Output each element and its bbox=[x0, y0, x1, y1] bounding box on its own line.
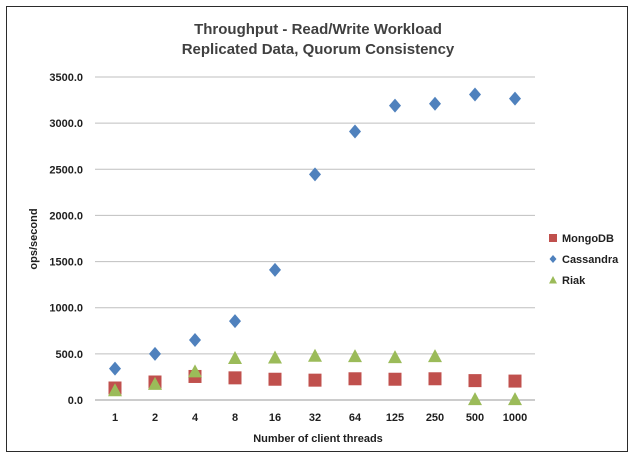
x-axis: 1 2 4 8 16 32 64 125 250 500 1000 bbox=[112, 412, 527, 424]
chart-title: Throughput - Read/Write Workload Replica… bbox=[182, 21, 455, 58]
cassandra-point bbox=[309, 167, 321, 182]
y-tick-label: 1500.0 bbox=[49, 257, 83, 269]
riak-point bbox=[228, 351, 242, 365]
riak-point bbox=[308, 348, 322, 362]
riak-point bbox=[348, 349, 362, 363]
x-tick-label: 125 bbox=[386, 412, 404, 424]
riak-point bbox=[268, 350, 282, 364]
mongodb-point bbox=[388, 372, 402, 386]
x-tick-label: 500 bbox=[466, 412, 484, 424]
legend-label-riak: Riak bbox=[562, 275, 586, 287]
mongodb-point bbox=[348, 372, 362, 386]
x-tick-label: 8 bbox=[232, 412, 238, 424]
cassandra-point bbox=[269, 262, 281, 277]
y-axis: 0.0 500.0 1000.0 1500.0 2000.0 2500.0 3000.0 35… bbox=[49, 72, 83, 407]
riak-point bbox=[188, 364, 202, 378]
mongodb-point bbox=[308, 373, 322, 387]
y-tick-label: 3000.0 bbox=[49, 118, 83, 130]
cassandra-point bbox=[229, 314, 241, 329]
y-tick-label: 0.0 bbox=[68, 395, 83, 407]
riak-point bbox=[428, 349, 442, 363]
x-tick-label: 32 bbox=[309, 412, 321, 424]
x-tick-label: 2 bbox=[152, 412, 158, 424]
legend-item-mongodb: MongoDB bbox=[549, 233, 614, 245]
legend-item-riak: Riak bbox=[549, 275, 586, 287]
legend-label-cassandra: Cassandra bbox=[562, 254, 619, 266]
chart-title-line-2: Replicated Data, Quorum Consistency bbox=[182, 41, 455, 58]
x-tick-label: 16 bbox=[269, 412, 281, 424]
x-tick-label: 250 bbox=[426, 412, 444, 424]
mongodb-point bbox=[508, 374, 522, 388]
x-tick-label: 1000 bbox=[503, 412, 527, 424]
x-tick-label: 64 bbox=[349, 412, 362, 424]
x-tick-label: 1 bbox=[112, 412, 118, 424]
legend-swatch-mongodb bbox=[549, 234, 557, 242]
mongodb-point bbox=[228, 371, 242, 385]
cassandra-point bbox=[349, 124, 361, 139]
riak-point bbox=[468, 392, 482, 406]
y-tick-label: 2000.0 bbox=[49, 210, 83, 222]
legend-label-mongodb: MongoDB bbox=[562, 233, 614, 245]
legend-swatch-riak bbox=[549, 276, 557, 284]
cassandra-point bbox=[389, 98, 401, 113]
riak-point bbox=[388, 350, 402, 364]
riak-point bbox=[108, 383, 122, 397]
mongodb-point bbox=[268, 372, 282, 386]
x-axis-label: Number of client threads bbox=[253, 433, 383, 445]
legend-swatch-cassandra bbox=[549, 255, 557, 263]
cassandra-point bbox=[509, 91, 521, 106]
y-axis-label: ops/second bbox=[28, 208, 40, 269]
cassandra-point bbox=[429, 96, 441, 111]
legend: MongoDB Cassandra Riak bbox=[549, 233, 619, 287]
cassandra-point bbox=[189, 333, 201, 348]
riak-point bbox=[148, 376, 162, 390]
cassandra-point bbox=[469, 87, 481, 102]
y-tick-label: 3500.0 bbox=[49, 72, 83, 84]
y-tick-label: 1000.0 bbox=[49, 303, 83, 315]
chart-title-line-1: Throughput - Read/Write Workload bbox=[194, 21, 442, 38]
cassandra-point bbox=[109, 361, 121, 376]
mongodb-point bbox=[428, 372, 442, 386]
mongodb-point bbox=[468, 374, 482, 388]
cassandra-point bbox=[149, 346, 161, 361]
x-tick-label: 4 bbox=[192, 412, 199, 424]
data-points bbox=[108, 87, 522, 406]
y-tick-label: 500.0 bbox=[55, 349, 83, 361]
riak-point bbox=[508, 392, 522, 406]
legend-item-cassandra: Cassandra bbox=[549, 254, 619, 266]
y-tick-label: 2500.0 bbox=[49, 164, 83, 176]
